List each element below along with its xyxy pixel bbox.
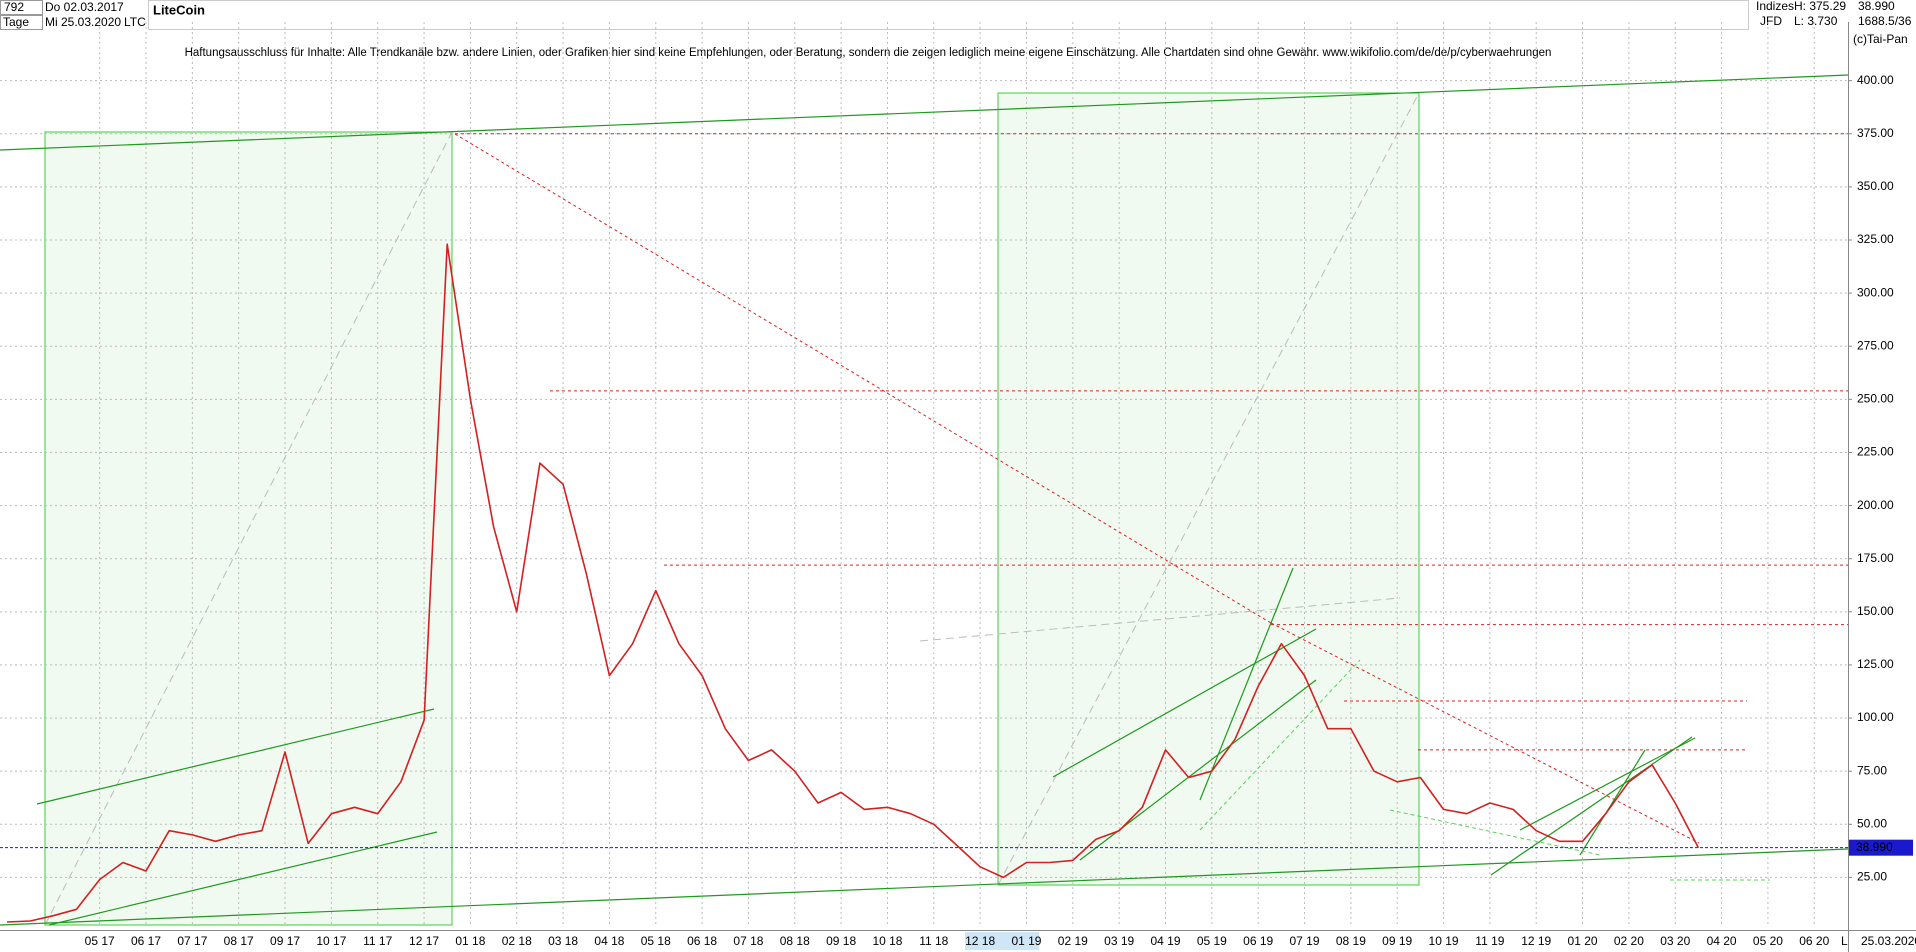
grid [0, 22, 1848, 925]
x-tick-label: 04 19 [1150, 934, 1180, 948]
price-line [6, 243, 1700, 923]
end-date: Mi 25.03.2020 [45, 15, 121, 29]
info: 1688.5/36 [1858, 14, 1912, 28]
y-tick-label: 100.00 [1857, 710, 1894, 724]
y-tick-label: 125.00 [1857, 657, 1894, 671]
x-tick-label: 06 19 [1243, 934, 1273, 948]
x-highlight [965, 932, 1039, 950]
scale-mode: L [1841, 934, 1848, 948]
trend-line [1519, 737, 1696, 831]
x-tick-label: 10 17 [316, 934, 346, 948]
x-tick-label: 11 17 [363, 934, 392, 948]
x-tick-label: 06 17 [131, 934, 161, 948]
x-tick-label: 01 20 [1568, 934, 1598, 948]
y-tick-label: 50.00 [1857, 816, 1887, 830]
x-tick-label: 02 20 [1614, 934, 1644, 948]
x-tick-label: 07 19 [1290, 934, 1320, 948]
brand: (c)Tai-Pan [1853, 32, 1908, 46]
y-tick-label: 400.00 [1857, 73, 1894, 87]
x-tick-label: 05 18 [641, 934, 671, 948]
x-tick-label: 12 19 [1521, 934, 1551, 948]
trend-line [36, 708, 435, 805]
y-tick-label: 75.00 [1857, 763, 1887, 777]
x-tick-label: 08 19 [1336, 934, 1366, 948]
last: 38.990 [1858, 0, 1895, 13]
x-tick-label: 07 17 [177, 934, 207, 948]
x-tick-label: 09 17 [270, 934, 300, 948]
x-tick-label: 08 18 [780, 934, 810, 948]
disclaimer: Haftungsausschluss für Inhalte: Alle Tre… [185, 47, 1552, 59]
x-tick-label: 03 19 [1104, 934, 1134, 948]
y-tick-label: 200.00 [1857, 498, 1894, 512]
x-tick-label: 11 18 [919, 934, 948, 948]
x-tick-label: 03 20 [1660, 934, 1690, 948]
y-tick-label: 250.00 [1857, 392, 1894, 406]
x-tick-label: 01 18 [455, 934, 485, 948]
y-tick-label: 175.00 [1857, 551, 1894, 565]
last-price-box [1849, 839, 1913, 856]
y-tick-label: 225.00 [1857, 445, 1894, 459]
y-tick-label: 25.00 [1857, 870, 1887, 884]
x-tick-label: 11 19 [1475, 934, 1504, 948]
labels: 25.00 50.00 75.00 100.00 125.00 150.00 175.00 2… [85, 73, 1913, 948]
trend-line [1052, 628, 1317, 778]
trend-line [1199, 567, 1294, 801]
diagonal [44, 131, 453, 926]
x-tick-label: 09 19 [1382, 934, 1412, 948]
y-tick-label: 300.00 [1857, 285, 1894, 299]
x-tick-label: 07 18 [733, 934, 763, 948]
x-tick-label: 08 17 [224, 934, 254, 948]
group: Indizes [1756, 0, 1794, 13]
trend-line [1579, 749, 1646, 856]
x-tick-label: 05 20 [1753, 934, 1783, 948]
chart-title: LiteCoin [153, 2, 205, 17]
x-tick-label: 09 18 [826, 934, 856, 948]
trend-line [0, 74, 1849, 151]
trend-line [1199, 659, 1361, 831]
footer-date: 25.03.2020 [1861, 934, 1916, 948]
start-date: Do 02.03.2017 [45, 0, 124, 14]
x-tick-label: 04 18 [594, 934, 624, 948]
diagonal [919, 597, 1401, 642]
trend-line [454, 133, 1272, 624]
source: JFD [1760, 14, 1782, 28]
plot [0, 133, 1848, 923]
x-tick-label: 10 18 [872, 934, 902, 948]
period: Tage [3, 15, 29, 29]
last-price-label: 38.990 [1856, 840, 1893, 854]
symbol: LTC [124, 15, 146, 29]
y-tick-label: 375.00 [1857, 126, 1894, 140]
x-tick-label: 02 18 [502, 934, 532, 948]
y-tick-label: 275.00 [1857, 338, 1894, 352]
x-tick-label: 12 18 [965, 934, 995, 948]
x-tick-label: 05 17 [85, 934, 115, 948]
y-tick-label: 325.00 [1857, 232, 1894, 246]
x-tick-label: 12 17 [409, 934, 439, 948]
x-tick-label: 06 20 [1799, 934, 1829, 948]
x-tick-label: 01 19 [1011, 934, 1041, 948]
x-tick-label: 06 18 [687, 934, 717, 948]
count-box[interactable] [0, 0, 43, 15]
diagonal [997, 92, 1420, 886]
high: H: 375.29 [1794, 0, 1846, 13]
trend-line [0, 848, 1849, 926]
trend-line [1270, 622, 1700, 844]
title-box [148, 0, 1749, 30]
period-box[interactable] [0, 15, 43, 30]
trend-line [1490, 736, 1693, 876]
y-tick-label: 350.00 [1857, 179, 1894, 193]
x-tick-label: 05 19 [1197, 934, 1227, 948]
x-tick-label: 03 18 [548, 934, 578, 948]
x-tick-label: 02 19 [1058, 934, 1088, 948]
x-tick-label: 04 20 [1707, 934, 1737, 948]
count: 792 [4, 0, 24, 14]
x-tick-label: 10 19 [1429, 934, 1459, 948]
low: L: 3.730 [1794, 14, 1838, 28]
y-tick-label: 150.00 [1857, 604, 1894, 618]
